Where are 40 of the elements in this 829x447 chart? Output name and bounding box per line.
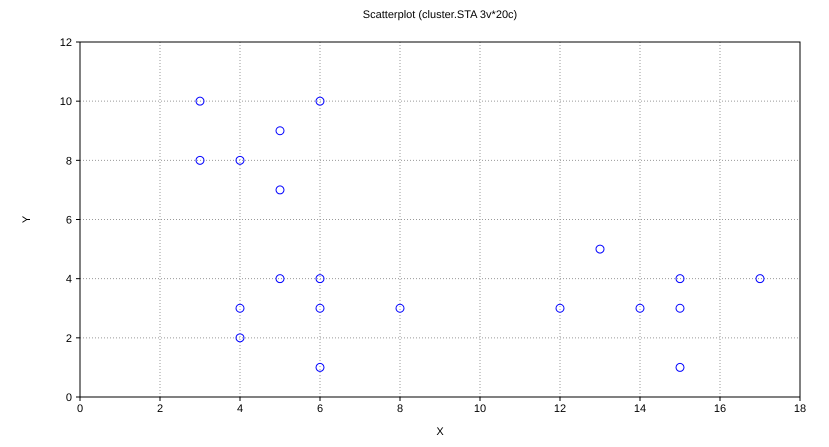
x-tick-label: 4 [236, 403, 244, 415]
y-tick-label: 0 [66, 392, 72, 404]
point [676, 274, 684, 284]
point [556, 304, 564, 313]
x-tick-label: 6 [316, 403, 324, 415]
point [676, 304, 684, 313]
point [636, 304, 644, 313]
chart-title: Scatterplot (cluster.STA 3v*20c) [362, 9, 518, 21]
point [236, 304, 244, 313]
x-tick-label: 2 [156, 403, 164, 415]
x-tick-label: 10 [474, 403, 486, 415]
point [276, 274, 284, 284]
point [316, 304, 324, 313]
y-tick-label: 6 [66, 214, 72, 226]
x-axis-title: X [436, 426, 444, 438]
point [196, 156, 204, 165]
point [676, 362, 684, 372]
point [236, 333, 244, 342]
point [316, 274, 324, 284]
x-tick-label: 8 [396, 403, 404, 415]
point [756, 274, 764, 284]
y-tick-label: 4 [66, 274, 72, 286]
point [276, 185, 284, 194]
y-axis-title: Y [21, 215, 33, 224]
point [316, 362, 324, 372]
y-tick-label: 12 [60, 37, 72, 49]
point [316, 96, 324, 106]
y-tick-label: 2 [66, 332, 72, 345]
point [396, 304, 404, 313]
x-tick-label: 0 [76, 403, 84, 415]
x-tick-label: 16 [714, 403, 726, 415]
y-tick-label: 10 [60, 96, 72, 108]
x-tick-label: 18 [794, 403, 806, 415]
x-tick-label: 12 [554, 403, 566, 415]
point [236, 156, 244, 165]
point [196, 96, 204, 106]
point [596, 244, 604, 254]
x-tick-label: 14 [634, 403, 646, 415]
point [276, 126, 284, 136]
y-tick-label: 8 [66, 155, 72, 168]
